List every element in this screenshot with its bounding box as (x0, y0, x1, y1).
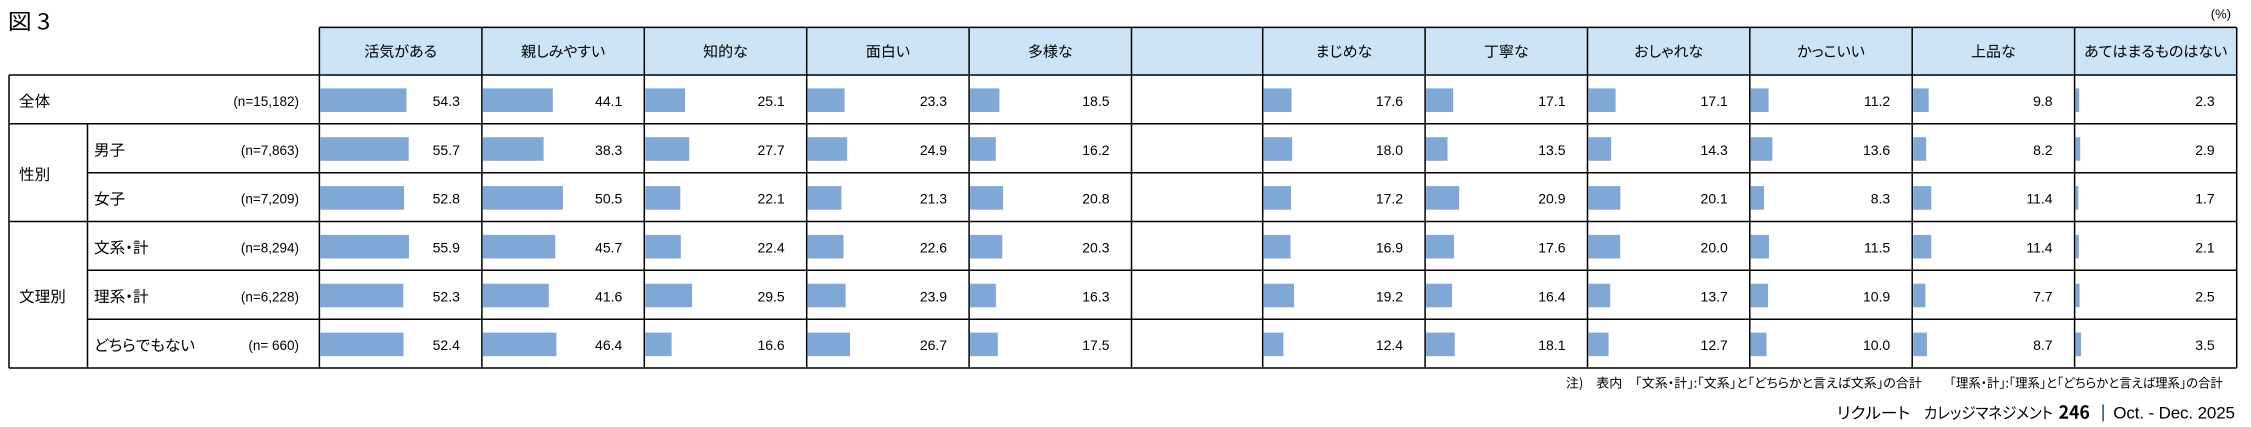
svg-text:3.5: 3.5 (2195, 337, 2215, 353)
svg-text:(n=15,182): (n=15,182) (233, 94, 299, 109)
svg-text:Oct. - Dec. 2025: Oct. - Dec. 2025 (2113, 404, 2235, 423)
svg-text:18.0: 18.0 (1376, 142, 1403, 158)
svg-text:11.2: 11.2 (1864, 93, 1890, 109)
svg-text:17.6: 17.6 (1538, 240, 1565, 256)
svg-text:7.7: 7.7 (2033, 288, 2053, 304)
svg-text:(%): (%) (2211, 6, 2231, 21)
svg-text:8.2: 8.2 (2033, 142, 2053, 158)
svg-text:(n=6,228): (n=6,228) (241, 289, 299, 304)
svg-text:1.7: 1.7 (2195, 191, 2215, 207)
svg-text:12.7: 12.7 (1701, 337, 1728, 353)
svg-text:16.3: 16.3 (1082, 288, 1109, 304)
svg-text:18.5: 18.5 (1082, 93, 1109, 109)
svg-text:8.7: 8.7 (2033, 337, 2053, 353)
svg-text:20.9: 20.9 (1538, 191, 1565, 207)
svg-text:13.5: 13.5 (1538, 142, 1565, 158)
svg-text:17.1: 17.1 (1701, 93, 1728, 109)
svg-text:(n=7,863): (n=7,863) (241, 143, 299, 158)
svg-text:16.6: 16.6 (757, 337, 784, 353)
svg-text:23.3: 23.3 (920, 93, 947, 109)
svg-text:16.9: 16.9 (1376, 240, 1403, 256)
svg-text:14.3: 14.3 (1701, 142, 1728, 158)
svg-text:2.1: 2.1 (2195, 240, 2215, 256)
svg-text:13.6: 13.6 (1863, 142, 1890, 158)
svg-text:13.7: 13.7 (1701, 288, 1728, 304)
svg-text:17.6: 17.6 (1376, 93, 1403, 109)
svg-text:52.3: 52.3 (433, 288, 460, 304)
svg-text:22.1: 22.1 (757, 191, 784, 207)
svg-text:25.1: 25.1 (757, 93, 784, 109)
svg-text:18.1: 18.1 (1538, 337, 1565, 353)
svg-text:9.8: 9.8 (2033, 93, 2053, 109)
svg-text:12.4: 12.4 (1376, 337, 1403, 353)
svg-text:54.3: 54.3 (433, 93, 460, 109)
svg-text:10.0: 10.0 (1863, 337, 1890, 353)
svg-text:26.7: 26.7 (920, 337, 947, 353)
svg-text:45.7: 45.7 (595, 240, 622, 256)
svg-text:52.4: 52.4 (433, 337, 460, 353)
svg-text:19.2: 19.2 (1376, 288, 1403, 304)
svg-text:16.2: 16.2 (1082, 142, 1109, 158)
svg-text:2.9: 2.9 (2195, 142, 2215, 158)
svg-text:20.8: 20.8 (1082, 191, 1109, 207)
svg-text:(n= 660): (n= 660) (248, 338, 299, 353)
svg-text:2.3: 2.3 (2195, 93, 2215, 109)
svg-text:11.4: 11.4 (2026, 191, 2052, 207)
svg-text:17.2: 17.2 (1376, 191, 1403, 207)
svg-text:46.4: 46.4 (595, 337, 622, 353)
svg-text:10.9: 10.9 (1863, 288, 1890, 304)
svg-text:23.9: 23.9 (920, 288, 947, 304)
svg-text:(n=8,294): (n=8,294) (241, 241, 299, 256)
svg-text:22.4: 22.4 (757, 240, 784, 256)
svg-text:29.5: 29.5 (757, 288, 784, 304)
svg-text:16.4: 16.4 (1538, 288, 1565, 304)
svg-text:44.1: 44.1 (595, 93, 622, 109)
svg-text:38.3: 38.3 (595, 142, 622, 158)
svg-text:11.5: 11.5 (1864, 240, 1890, 256)
svg-text:50.5: 50.5 (595, 191, 622, 207)
svg-text:(n=7,209): (n=7,209) (241, 192, 299, 207)
svg-text:55.7: 55.7 (433, 142, 460, 158)
svg-text:20.1: 20.1 (1701, 191, 1728, 207)
svg-text:24.9: 24.9 (920, 142, 947, 158)
svg-text:20.3: 20.3 (1082, 240, 1109, 256)
svg-text:8.3: 8.3 (1871, 191, 1891, 207)
svg-text:27.7: 27.7 (757, 142, 784, 158)
svg-text:2.5: 2.5 (2195, 288, 2215, 304)
svg-text:21.3: 21.3 (920, 191, 947, 207)
svg-text:22.6: 22.6 (920, 240, 947, 256)
svg-text:20.0: 20.0 (1701, 240, 1728, 256)
svg-text:17.1: 17.1 (1538, 93, 1565, 109)
svg-text:52.8: 52.8 (433, 191, 460, 207)
svg-text:17.5: 17.5 (1082, 337, 1109, 353)
svg-text:55.9: 55.9 (433, 240, 460, 256)
svg-text:41.6: 41.6 (595, 288, 622, 304)
svg-text:11.4: 11.4 (2026, 240, 2052, 256)
